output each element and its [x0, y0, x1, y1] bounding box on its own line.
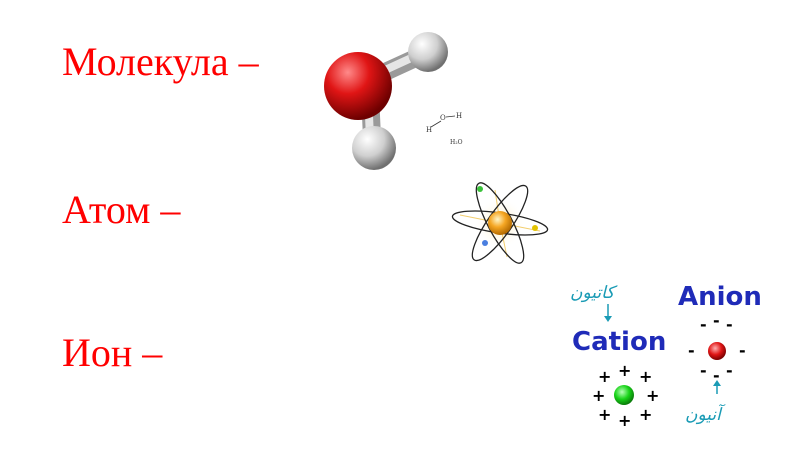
- anion-minus: -: [713, 366, 720, 385]
- anion-minus: -: [700, 361, 707, 380]
- cation-plus: +: [598, 405, 611, 424]
- ions-image: كاتيون Anion Cation - - - - - - - - آنيو…: [570, 282, 762, 431]
- cation-ball: [614, 385, 634, 405]
- formula-o: O: [440, 114, 446, 122]
- hydrogen-atom-lower: [352, 126, 396, 170]
- anion-group: - - - - - - - -: [688, 311, 746, 385]
- anion-minus: -: [713, 311, 720, 330]
- electron-blue: [482, 240, 488, 246]
- nucleus: [488, 211, 512, 235]
- formula-label: H₂O: [450, 139, 463, 146]
- hydrogen-atom-upper: [408, 32, 448, 72]
- cation-plus: +: [618, 361, 631, 380]
- anion-minus: -: [700, 315, 707, 334]
- anion-minus: -: [739, 341, 746, 360]
- cation-plus: +: [639, 367, 652, 386]
- electron-green: [477, 186, 483, 192]
- term-atom: Атом –: [62, 187, 181, 232]
- orbit-tilted-b: [471, 184, 529, 262]
- cation-plus: +: [598, 367, 611, 386]
- electron-yellow: [532, 225, 538, 231]
- term-molecule: Молекула –: [62, 39, 259, 84]
- anion-ball: [708, 342, 726, 360]
- atom-image: [451, 182, 549, 264]
- oxygen-atom: [324, 52, 392, 120]
- water-molecule-image: [324, 32, 448, 170]
- formula-h-right: H: [456, 112, 462, 120]
- h2o-structural-formula: O H H H₂O: [426, 112, 463, 146]
- anion-minus: -: [688, 341, 695, 360]
- formula-h-left: H: [426, 126, 432, 134]
- anion-minus: -: [726, 361, 733, 380]
- cation-plus: +: [592, 386, 605, 405]
- term-ion: Ион –: [62, 330, 163, 375]
- anion-minus: -: [726, 315, 733, 334]
- cation-group: + + + + + + + +: [592, 361, 659, 430]
- cation-plus: +: [646, 386, 659, 405]
- anion-script-label: آنيون: [685, 404, 726, 425]
- anion-label: Anion: [678, 282, 762, 312]
- cation-plus: +: [618, 411, 631, 430]
- cation-script-label: كاتيون: [570, 283, 618, 303]
- cation-plus: +: [639, 405, 652, 424]
- cation-label: Cation: [572, 327, 666, 357]
